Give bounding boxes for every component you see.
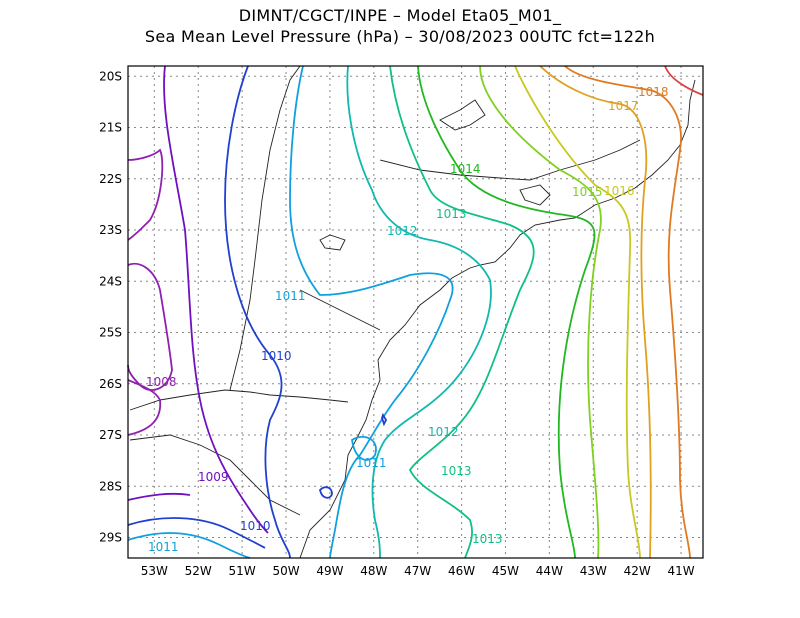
contour-label: 1010: [261, 349, 292, 363]
map-title-line1: DIMNT/CGCT/INPE – Model Eta05_M01_: [238, 6, 562, 25]
contour-label: 1012: [387, 224, 418, 238]
grid-lines: [128, 66, 703, 558]
lon-tick-label: 46W: [448, 564, 475, 578]
contour-label: 1013: [441, 464, 472, 478]
map-frame: [127, 65, 704, 559]
coastline: [129, 65, 696, 559]
closed-low-1010b: [381, 412, 388, 427]
contour-label: 1018: [638, 85, 669, 99]
isobar-1018: [664, 65, 704, 96]
lon-tick-label: 42W: [624, 564, 651, 578]
closed-1011: [351, 435, 377, 461]
lon-tick-label: 47W: [404, 564, 431, 578]
isobars: [127, 65, 704, 559]
contour-label: 1013: [436, 207, 467, 221]
isobar-1010b: [127, 517, 266, 549]
contour-label: 1008: [146, 375, 177, 389]
contour-labels: 1018 1017 1016 1015 1014 1013 1012 1011 …: [146, 85, 669, 554]
contour-label: 1009: [198, 470, 229, 484]
lat-tick-label: 25S: [99, 326, 122, 340]
isobar-1008c: [127, 379, 162, 436]
contour-label: 1012: [428, 425, 459, 439]
contour-label: 1013: [472, 532, 503, 546]
contour-label: 1015: [572, 185, 603, 199]
lon-tick-label: 48W: [360, 564, 387, 578]
isobar-1013: [389, 65, 535, 559]
lat-tick-label: 21S: [99, 121, 122, 135]
lat-tick-label: 23S: [99, 223, 122, 237]
latitude-labels: 20S 21S 22S 23S 24S 25S 26S 27S 28S 29S: [99, 69, 122, 544]
lon-tick-label: 45W: [492, 564, 519, 578]
lat-tick-label: 22S: [99, 172, 122, 186]
isobar-1010: [224, 65, 291, 559]
contour-label: 1011: [148, 540, 179, 554]
contour-label: 1010: [240, 519, 271, 533]
lat-tick-label: 27S: [99, 428, 122, 442]
lon-tick-label: 52W: [185, 564, 212, 578]
isobar-1008b: [127, 148, 164, 241]
isobar-1014: [417, 65, 596, 559]
isobar-1009b: [127, 492, 191, 501]
isobar-1011b: [127, 532, 251, 559]
isobar-1016: [514, 65, 641, 559]
isobar-1015: [479, 65, 602, 559]
lon-tick-label: 50W: [272, 564, 299, 578]
isobar-1018b: [564, 65, 691, 559]
isobar-1012: [346, 65, 492, 559]
isobar-1017: [539, 65, 652, 559]
lon-tick-label: 49W: [316, 564, 343, 578]
lon-tick-label: 41W: [667, 564, 694, 578]
contour-label: 1016: [604, 184, 635, 198]
lon-tick-label: 51W: [229, 564, 256, 578]
contour-label: 1011: [275, 289, 306, 303]
lon-tick-label: 44W: [536, 564, 563, 578]
isobar-1008: [127, 262, 173, 391]
lat-tick-label: 28S: [99, 479, 122, 493]
map-title-line2: Sea Mean Level Pressure (hPa) – 30/08/20…: [144, 27, 656, 46]
lon-tick-label: 43W: [580, 564, 607, 578]
contour-label: 1011: [356, 456, 387, 470]
lat-tick-label: 24S: [99, 274, 122, 288]
lon-tick-label: 53W: [141, 564, 168, 578]
isobar-1009: [163, 65, 269, 534]
lat-tick-label: 29S: [99, 531, 122, 545]
lat-tick-label: 20S: [99, 69, 122, 83]
contour-label: 1014: [450, 162, 481, 176]
lat-tick-label: 26S: [99, 377, 122, 391]
closed-low-1010: [319, 486, 333, 499]
isobar-1011: [289, 65, 454, 559]
contour-label: 1017: [608, 99, 639, 113]
longitude-labels: 53W 52W 51W 50W 49W 48W 47W 46W 45W 44W 43W 42W 41W: [141, 564, 695, 578]
